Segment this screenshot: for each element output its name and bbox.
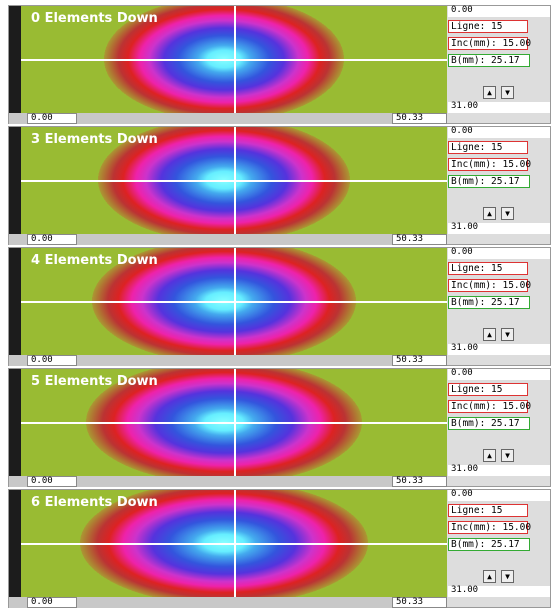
crosshair-horizontal [21, 180, 447, 182]
ligne-field[interactable]: Ligne: 15 [448, 141, 528, 154]
crosshair-horizontal [21, 422, 447, 424]
heatmap-image: 6 Elements Down [9, 490, 447, 597]
heatmap-image: 0 Elements Down [9, 6, 447, 113]
crosshair-horizontal [21, 543, 447, 545]
inc-field[interactable]: Inc(mm): 15.00 [448, 521, 531, 534]
ligne-field[interactable]: Ligne: 15 [448, 262, 528, 275]
y-bottom-field: 31.00 [448, 586, 550, 597]
y-top-field: 0.00 [448, 369, 550, 380]
inc-field[interactable]: Inc(mm): 15.00 [448, 158, 531, 171]
view-panel: 3 Elements Down 0.00 50.33 0.00 Ligne: 15 Inc… [8, 126, 551, 245]
x-max-field: 50.33 [392, 476, 447, 487]
y-top-field: 0.00 [448, 6, 550, 17]
side-panel: 0.00 Ligne: 15 Inc(mm): 15.00 B(mm): 25.17 ▲… [447, 127, 550, 244]
up-button[interactable]: ▲ [483, 86, 496, 99]
x-scale-bar: 0.00 50.33 [9, 234, 447, 245]
down-button[interactable]: ▼ [501, 86, 514, 99]
view-panel: 0 Elements Down 0.00 50.33 0.00 Ligne: 15 Inc… [8, 5, 551, 124]
down-button[interactable]: ▼ [501, 570, 514, 583]
panel-title: 6 Elements Down [31, 495, 158, 510]
y-bottom-field: 31.00 [448, 102, 550, 113]
panel-title: 5 Elements Down [31, 374, 158, 389]
down-button[interactable]: ▼ [501, 328, 514, 341]
inc-field[interactable]: Inc(mm): 15.00 [448, 37, 531, 50]
dark-strip [9, 6, 21, 113]
panel-title: 3 Elements Down [31, 132, 158, 147]
x-min-field: 0.00 [27, 234, 77, 245]
inc-field[interactable]: Inc(mm): 15.00 [448, 400, 531, 413]
x-scale-bar: 0.00 50.33 [9, 355, 447, 366]
view-panel: 5 Elements Down 0.00 50.33 0.00 Ligne: 15 Inc… [8, 368, 551, 487]
panel-title: 4 Elements Down [31, 253, 158, 268]
b-field[interactable]: B(mm): 25.17 [448, 296, 530, 309]
b-field[interactable]: B(mm): 25.17 [448, 54, 530, 67]
b-field[interactable]: B(mm): 25.17 [448, 417, 530, 430]
panel-title: 0 Elements Down [31, 11, 158, 26]
inc-field[interactable]: Inc(mm): 15.00 [448, 279, 531, 292]
x-max-field: 50.33 [392, 597, 447, 608]
x-scale-bar: 0.00 50.33 [9, 597, 447, 608]
y-bottom-field: 31.00 [448, 344, 550, 355]
dark-strip [9, 127, 21, 234]
ligne-field[interactable]: Ligne: 15 [448, 383, 528, 396]
up-button[interactable]: ▲ [483, 207, 496, 220]
up-button[interactable]: ▲ [483, 449, 496, 462]
dark-strip [9, 369, 21, 476]
view-panel: 6 Elements Down 0.00 50.33 0.00 Ligne: 15 Inc… [8, 489, 551, 608]
dark-strip [9, 248, 21, 355]
x-scale-bar: 0.00 50.33 [9, 476, 447, 487]
x-max-field: 50.33 [392, 355, 447, 366]
heatmap-image: 3 Elements Down [9, 127, 447, 234]
heatmap-image: 4 Elements Down [9, 248, 447, 355]
y-bottom-field: 31.00 [448, 465, 550, 476]
view-panel: 4 Elements Down 0.00 50.33 0.00 Ligne: 15 Inc… [8, 247, 551, 366]
ligne-field[interactable]: Ligne: 15 [448, 20, 528, 33]
side-panel: 0.00 Ligne: 15 Inc(mm): 15.00 B(mm): 25.17 ▲… [447, 248, 550, 365]
x-min-field: 0.00 [27, 476, 77, 487]
dark-strip [9, 490, 21, 597]
x-min-field: 0.00 [27, 597, 77, 608]
side-panel: 0.00 Ligne: 15 Inc(mm): 15.00 B(mm): 25.17 ▲… [447, 369, 550, 486]
heatmap-image: 5 Elements Down [9, 369, 447, 476]
ligne-field[interactable]: Ligne: 15 [448, 504, 528, 517]
side-panel: 0.00 Ligne: 15 Inc(mm): 15.00 B(mm): 25.17 ▲… [447, 6, 550, 123]
crosshair-horizontal [21, 301, 447, 303]
b-field[interactable]: B(mm): 25.17 [448, 175, 530, 188]
up-button[interactable]: ▲ [483, 328, 496, 341]
y-top-field: 0.00 [448, 248, 550, 259]
crosshair-horizontal [21, 59, 447, 61]
side-panel: 0.00 Ligne: 15 Inc(mm): 15.00 B(mm): 25.17 ▲… [447, 490, 550, 607]
x-scale-bar: 0.00 50.33 [9, 113, 447, 124]
down-button[interactable]: ▼ [501, 449, 514, 462]
b-field[interactable]: B(mm): 25.17 [448, 538, 530, 551]
y-top-field: 0.00 [448, 127, 550, 138]
x-min-field: 0.00 [27, 355, 77, 366]
x-min-field: 0.00 [27, 113, 77, 124]
y-bottom-field: 31.00 [448, 223, 550, 234]
x-max-field: 50.33 [392, 234, 447, 245]
down-button[interactable]: ▼ [501, 207, 514, 220]
x-max-field: 50.33 [392, 113, 447, 124]
y-top-field: 0.00 [448, 490, 550, 501]
up-button[interactable]: ▲ [483, 570, 496, 583]
